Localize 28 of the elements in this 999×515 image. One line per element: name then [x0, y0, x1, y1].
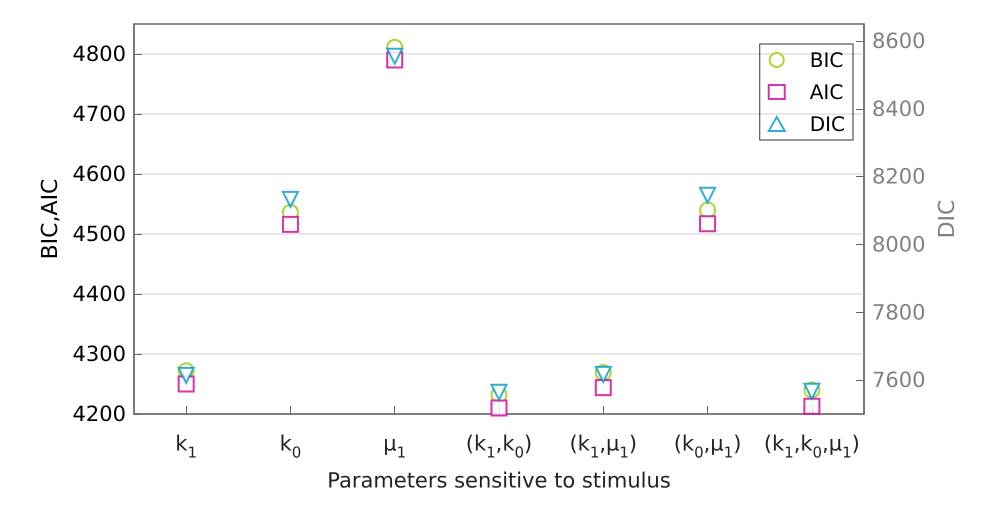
y-tick-label: 4400	[72, 282, 126, 306]
point	[386, 48, 404, 65]
point	[594, 379, 612, 396]
y-tick-label: 4700	[72, 102, 126, 126]
point	[699, 186, 716, 204]
y-tick-label: 4500	[72, 222, 126, 246]
y2-tick-label: 8400	[872, 96, 926, 121]
legend-label: DIC	[810, 112, 845, 136]
point	[699, 215, 716, 232]
y2-tick-label: 8200	[872, 164, 926, 189]
y-tick-label: 4800	[72, 42, 126, 66]
y2-tick-label: 7800	[872, 300, 926, 324]
legend-label: AIC	[810, 80, 844, 104]
y2-tick-label: 8600	[872, 28, 926, 53]
legend-label: BIC	[810, 48, 844, 72]
y-tick-label: 4300	[72, 342, 126, 366]
y-axis-title: BIC,AIC	[38, 178, 64, 260]
point	[178, 366, 195, 384]
y2-tick-label: 8000	[872, 232, 926, 256]
point	[282, 216, 299, 233]
x-axis-title: Parameters sensitive to stimulus	[327, 468, 671, 492]
y-tick-label: 4200	[72, 402, 126, 426]
y2-axis-title: DIC	[934, 200, 960, 238]
y2-tick-label: 7600	[872, 368, 926, 392]
point	[282, 190, 299, 208]
y-tick-label: 4600	[72, 162, 126, 186]
point	[490, 400, 508, 416]
point	[803, 398, 820, 415]
